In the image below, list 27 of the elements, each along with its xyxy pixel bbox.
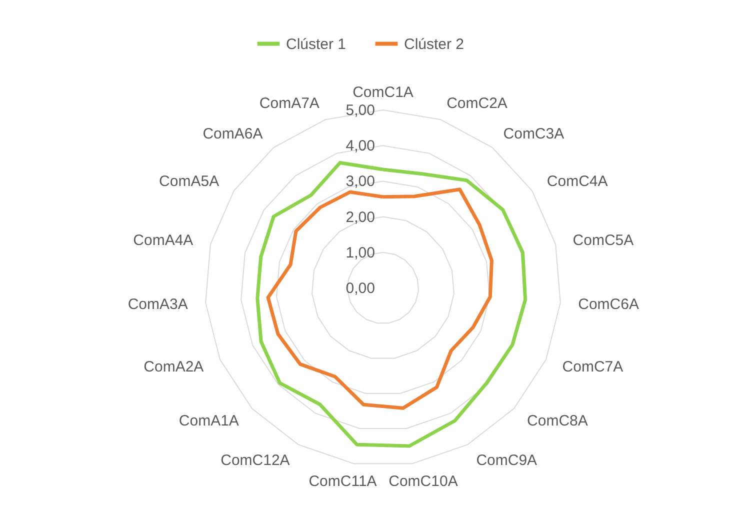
spoke-label: ComC9A [476,452,538,470]
spoke-label: ComC1A [352,84,414,102]
spoke-label: ComC5A [572,232,634,249]
spoke-label: ComC2A [446,94,508,112]
spoke-label: ComC6A [578,296,639,314]
spoke-label: ComA6A [202,125,263,142]
spoke-label: ComA3A [128,296,188,314]
spoke-label: ComC7A [562,358,624,376]
spoke-label: ComC10A [388,473,458,490]
y-tick-label: 0,00 [346,280,375,297]
spoke-label: ComA2A [144,358,204,376]
y-tick-label: 4,00 [346,138,375,155]
y-tick-label: 1,00 [346,244,375,262]
y-tick-label: 3,00 [346,173,375,190]
legend-label: Clúster 2 [404,36,464,53]
spoke-label: ComA5A [159,172,220,190]
spoke-label: ComC3A [503,125,564,142]
spoke-label: ComA1A [178,412,239,430]
spoke-label: ComA7A [259,94,320,112]
spoke-label: ComC4A [546,172,608,190]
spoke-label: ComA4A [133,232,194,249]
spoke-label: ComC12A [220,452,290,470]
spoke-label: ComC8A [527,412,588,430]
legend-label: Clúster 1 [286,36,346,53]
y-tick-label: 5,00 [346,102,375,119]
y-tick-label: 2,00 [346,208,375,226]
spoke-label: ComC11A [308,473,377,490]
